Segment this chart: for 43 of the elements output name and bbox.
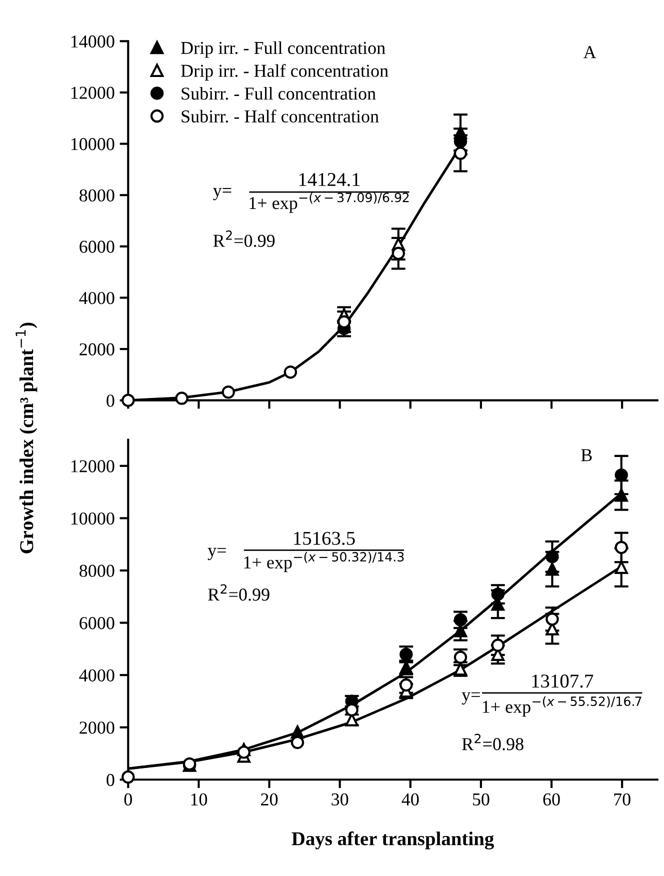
annotation: y= <box>208 548 226 560</box>
annotation: 1+ exp$^{−(x−50.32)/14.3}$ <box>244 552 404 572</box>
y-tick-label: 4000 <box>79 292 114 304</box>
y-tick-label: 2000 <box>80 722 114 734</box>
y-tick-label: 8000 <box>80 189 114 202</box>
x-tick-label: 60 <box>543 793 560 806</box>
legend-label: Subirr. - Half concentration <box>182 110 379 123</box>
annotation: 1+ exp$^{−(x−55.52)/16.7}$ <box>482 696 642 717</box>
legend-label: Drip irr. - Full concentration <box>181 41 386 58</box>
y-tick-label: 8000 <box>80 564 114 577</box>
y-tick-label: 6000 <box>80 240 114 253</box>
legend-label: Drip irr. - Half concentration <box>181 64 388 81</box>
y-tick-label: 12000 <box>71 460 114 472</box>
y-tick-label: 10000 <box>71 512 114 525</box>
x-axis-title: Days after transplanting <box>292 831 494 850</box>
y-tick-label: 0 <box>106 774 114 786</box>
annotation: B <box>581 449 592 462</box>
annotation: y= <box>462 692 480 705</box>
y-tick-label: 10000 <box>71 138 114 150</box>
x-tick-label: 70 <box>614 793 630 806</box>
x-tick-label: 10 <box>191 793 208 806</box>
annotation: 13107.7 <box>532 674 594 688</box>
x-tick-label: 40 <box>402 793 419 806</box>
annotation: 15163.5 <box>294 532 355 545</box>
legend-label: Subirr. - Full concentration <box>182 87 376 100</box>
x-tick-label: 0 <box>124 793 132 806</box>
y-tick-label: 2000 <box>80 343 114 356</box>
annotation: R$^{2}$=0.99 <box>213 230 275 247</box>
annotation: y= <box>213 188 232 200</box>
y-axis-title: Growth index (cm³ plant$^{−1}$) <box>16 322 38 554</box>
annotation: A <box>583 46 596 58</box>
x-tick-label: 50 <box>472 793 490 806</box>
annotation: 14124.1 <box>299 173 360 186</box>
y-tick-label: 4000 <box>79 669 114 682</box>
y-tick-label: 6000 <box>80 617 114 630</box>
x-tick-label: 30 <box>332 793 348 806</box>
y-tick-label: 14000 <box>71 35 114 48</box>
x-tick-label: 20 <box>261 793 278 806</box>
annotation: 1+ exp$^{−(x−37.09)/6.92}$ <box>250 192 409 213</box>
y-tick-label: 12000 <box>71 86 114 99</box>
annotation: R$^{2}$=0.98 <box>462 734 524 750</box>
annotation: R$^{2}$=0.99 <box>208 584 270 601</box>
y-tick-label: 0 <box>106 394 114 407</box>
